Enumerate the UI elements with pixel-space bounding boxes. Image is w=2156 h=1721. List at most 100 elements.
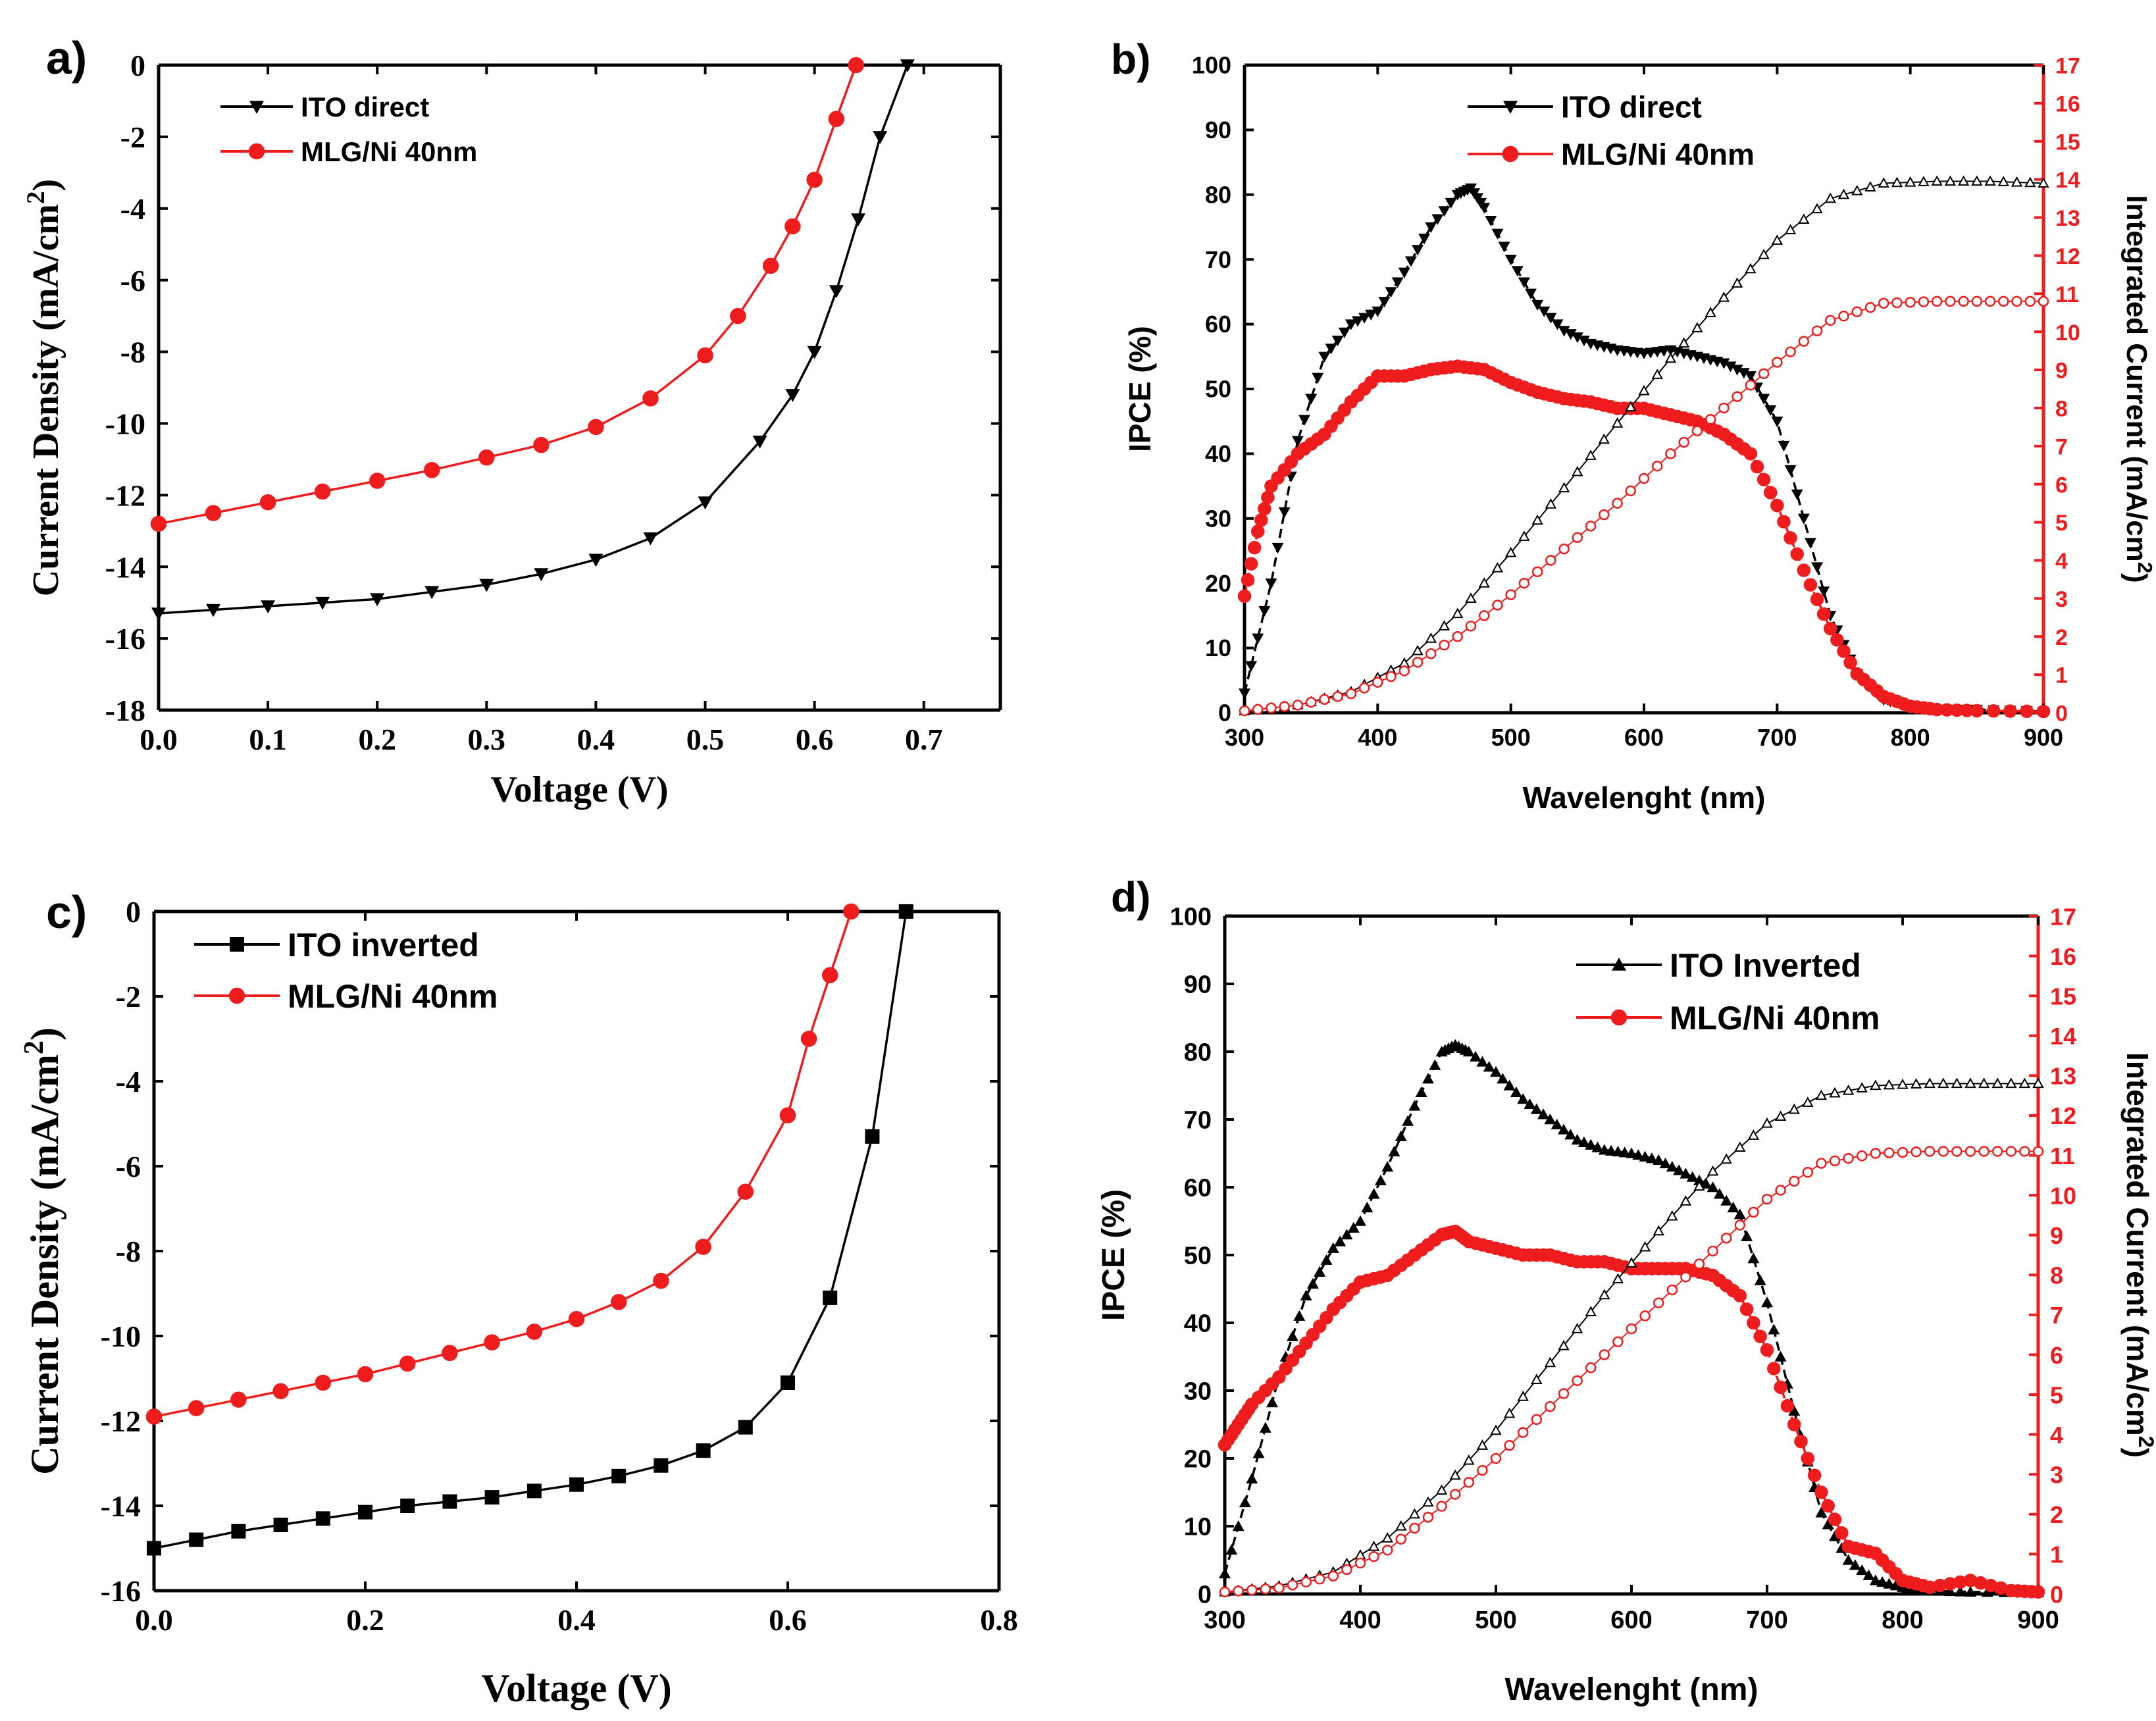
data-point [1517,1391,1529,1401]
data-point [369,473,386,489]
data-point [1788,1175,1800,1187]
data-point [1246,1472,1258,1484]
data-point [806,171,823,188]
data-point [1558,1388,1570,1399]
data-point [1843,1152,1854,1164]
data-point [1984,295,1996,307]
data-point [1300,1289,1312,1300]
data-point [1273,1582,1285,1594]
data-point [1358,313,1371,324]
data-point [1678,337,1690,348]
series-line [1244,180,2044,712]
x-tick-label: 500 [1491,724,1531,751]
x-tick-label: 0.1 [249,723,287,756]
data-point [357,1366,374,1383]
data-point [1626,1323,1637,1335]
data-point [1754,1274,1766,1285]
data-point [1412,657,1424,668]
data-point [1445,197,1457,209]
y2-tick-label: 14 [2055,168,2080,193]
data-point [1807,1468,1822,1482]
data-point [424,586,440,600]
data-point [1498,242,1510,253]
data-point [1354,1557,1366,1569]
data-point [1258,501,1271,516]
data-point [1331,336,1344,347]
data-point [273,1518,288,1533]
data-point [1558,543,1570,555]
series-1 [1237,359,2051,719]
data-point [272,1383,289,1400]
data-point [1425,632,1437,643]
data-point [1748,1206,1759,1218]
y-tick-label: 10 [1205,634,1231,661]
data-point [654,1458,669,1473]
data-point [1265,578,1277,590]
y-tick-label: -16 [105,622,145,655]
data-point [785,389,800,402]
data-point [1591,1141,1604,1152]
data-point [2036,704,2051,719]
y-axis-title: Current Density (mA/cm2) [22,179,67,596]
data-point [1378,296,1391,308]
data-point [189,1532,204,1547]
data-point [1511,266,1524,277]
data-point [1368,1540,1380,1551]
data-point [1997,176,2009,186]
data-point [1266,1397,1279,1408]
data-point [1558,1339,1570,1350]
data-point [1774,1110,1787,1121]
y2-axis-title-close: ) [2120,573,2153,583]
data-point [610,1294,627,1310]
series-0 [151,59,915,621]
y2-tick-label: 17 [2055,54,2080,79]
data-point [1720,1194,1733,1206]
data-point [1545,313,1557,324]
data-point [1398,267,1410,278]
data-point [1791,489,1803,500]
data-point [1490,1066,1502,1077]
data-point [781,1375,795,1390]
data-point [1931,295,1943,307]
data-point [2038,295,2049,307]
data-point [1305,394,1318,405]
data-point [1770,498,1784,513]
data-point [315,596,330,610]
series-line [1224,1150,2038,1593]
legend-label: MLG/Ni 40nm [1561,138,1755,172]
data-point [1239,705,1250,717]
x-tick-label: 0.2 [358,723,396,756]
data-point [1891,297,1903,309]
data-point [1732,391,1743,402]
data-point [1259,1422,1271,1433]
series-line [153,911,852,1418]
data-point [484,1334,500,1350]
data-point [1388,1145,1400,1157]
data-point [1438,620,1450,630]
y2-tick-label: 6 [2050,1342,2063,1369]
y-tick-label: -6 [116,1150,141,1183]
data-point [2032,1077,2044,1089]
data-point [588,553,603,567]
data-point [1585,1306,1597,1316]
y2-tick-label: 11 [2050,1143,2075,1169]
y2-tick-label: 5 [2050,1381,2063,1408]
y2-axis-title: Integrated Current (mA/cm2) [2120,195,2156,582]
data-point [1558,1123,1570,1135]
y-tick-label: -2 [120,120,145,154]
y2-tick-label: 4 [2055,549,2068,574]
data-point [1571,332,1583,344]
chart-b: b)300 400 500 600 700 800 90001020304050607080… [1111,36,2156,815]
data-point [1452,607,1464,619]
data-point [1905,297,1916,308]
data-point [1784,465,1797,476]
data-point [1883,1578,1895,1589]
data-point [737,1183,754,1200]
legend-item: ITO direct [220,91,429,122]
data-point [1578,1136,1590,1147]
data-point [1551,1118,1563,1129]
data-point [1491,561,1504,573]
data-point [1753,1329,1767,1343]
legend-marker [248,143,265,160]
y2-tick-label: 3 [2050,1462,2063,1489]
